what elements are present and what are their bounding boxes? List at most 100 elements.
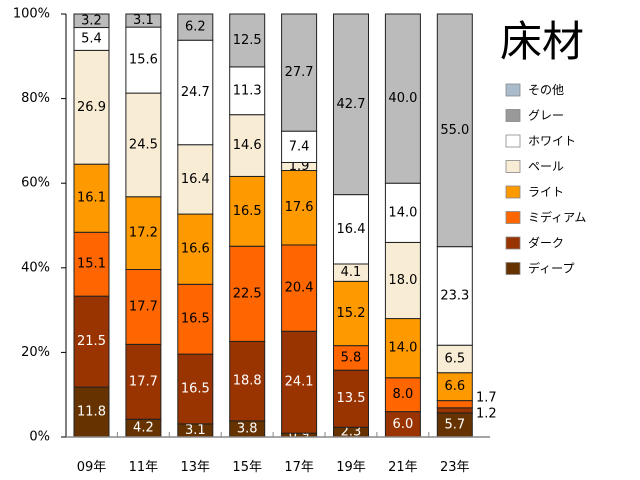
bar-segment <box>229 114 266 177</box>
bar-segment <box>333 369 369 428</box>
bar-segment <box>436 246 473 346</box>
legend-swatch <box>505 236 521 250</box>
data-label: 11.8 <box>77 405 106 420</box>
data-label: 24.5 <box>129 137 158 152</box>
data-label: 18.8 <box>233 374 262 389</box>
legend-label: その他 <box>528 83 564 97</box>
bar-segment <box>125 13 162 28</box>
bar-segment <box>125 196 162 270</box>
x-tick-label: 19年 <box>336 460 366 475</box>
bar-segment <box>177 353 214 425</box>
x-tick-label: 11年 <box>129 460 159 475</box>
data-label: 16.6 <box>181 242 210 257</box>
data-label: 55.0 <box>440 123 469 138</box>
bar-segment <box>73 295 110 388</box>
bar-segment <box>177 144 214 215</box>
data-label: 14.0 <box>388 205 417 220</box>
legend-swatch <box>505 185 521 199</box>
legend-label: ミディアム <box>528 210 586 225</box>
data-label: 27.7 <box>285 65 314 80</box>
bar-segment <box>177 39 214 146</box>
bar-segment <box>281 170 318 246</box>
legend-label: ライト <box>528 185 564 199</box>
chart-title: 床材 <box>500 17 584 66</box>
x-tick-label: 23年 <box>440 460 470 475</box>
x-tick-label: 15年 <box>232 460 262 475</box>
data-label: 3.1 <box>185 423 206 438</box>
data-label: 8.0 <box>393 387 414 402</box>
data-label: 4.1 <box>341 265 362 280</box>
x-tick-label: 09年 <box>77 460 107 475</box>
y-axis: 0% 20% 40% 60% 80% 100% <box>13 7 67 445</box>
bar-segment <box>384 377 421 413</box>
bar-segment <box>177 283 214 355</box>
bar-segment <box>177 13 214 41</box>
bar-segment <box>229 13 266 68</box>
data-label: 1.2 <box>476 407 497 422</box>
y-tick-label: 100% <box>13 7 50 22</box>
y-tick-label: 20% <box>21 345 50 360</box>
bar-segment <box>281 330 318 434</box>
legend-label: グレー <box>528 109 564 123</box>
x-tick-label: 13年 <box>181 460 211 475</box>
y-tick-label: 60% <box>21 176 50 191</box>
bar-segment <box>177 213 214 285</box>
bar-segment <box>384 241 421 320</box>
bar-segment <box>384 13 421 184</box>
bar-segment <box>73 13 110 29</box>
legend-label: ペール <box>528 160 564 174</box>
bar-segment <box>125 343 162 420</box>
data-label: 24.1 <box>285 375 314 390</box>
data-label: 22.5 <box>233 286 262 301</box>
data-label: 12.5 <box>233 33 262 48</box>
data-label: 4.2 <box>133 421 154 436</box>
legend-label: ホワイト <box>528 134 576 148</box>
data-label: 15.1 <box>77 257 106 272</box>
bar-segment <box>73 231 110 297</box>
data-label: 20.4 <box>285 281 314 296</box>
data-label: 11.3 <box>233 83 262 98</box>
data-label: 1.7 <box>476 391 497 406</box>
bar-segment <box>73 49 110 165</box>
data-label: 6.0 <box>393 417 414 432</box>
bar-segment <box>125 92 162 198</box>
bar-segment <box>281 130 318 163</box>
bar-segment <box>333 13 369 196</box>
data-label: 14.6 <box>233 138 262 153</box>
bar-segment <box>384 182 421 243</box>
bar-segment <box>333 194 369 265</box>
bar-segment <box>73 163 110 233</box>
data-label: 18.0 <box>388 273 417 288</box>
legend-swatch <box>505 83 521 97</box>
bar-segment <box>333 345 369 371</box>
data-label: 7.4 <box>289 139 310 154</box>
y-tick-label: 80% <box>21 91 50 106</box>
x-tick-label: 21年 <box>388 460 418 475</box>
data-label: 15.2 <box>337 306 366 321</box>
data-label: 6.5 <box>444 351 465 366</box>
y-tick-label: 0% <box>29 430 50 445</box>
data-label: 17.6 <box>285 200 314 215</box>
bar-segment <box>229 245 266 342</box>
data-label: 6.2 <box>185 20 206 35</box>
data-label: 42.7 <box>337 97 366 112</box>
data-label: 17.7 <box>129 374 158 389</box>
data-label: 16.5 <box>233 204 262 219</box>
data-label: 3.8 <box>237 421 258 436</box>
data-label: 16.4 <box>181 172 210 187</box>
data-label: 5.8 <box>341 350 362 365</box>
data-label: 14.0 <box>388 341 417 356</box>
data-label: 5.4 <box>81 31 102 46</box>
data-label: 15.6 <box>129 53 158 68</box>
bar-segment <box>125 26 162 94</box>
data-label: 23.3 <box>440 288 469 303</box>
bar-segment <box>436 344 473 374</box>
bar-segment <box>436 407 473 414</box>
data-label: 3.2 <box>81 13 102 28</box>
bar-segment <box>436 412 473 438</box>
data-label: 40.0 <box>388 91 417 106</box>
bar-segment <box>436 13 473 248</box>
data-label: 16.4 <box>337 222 366 237</box>
